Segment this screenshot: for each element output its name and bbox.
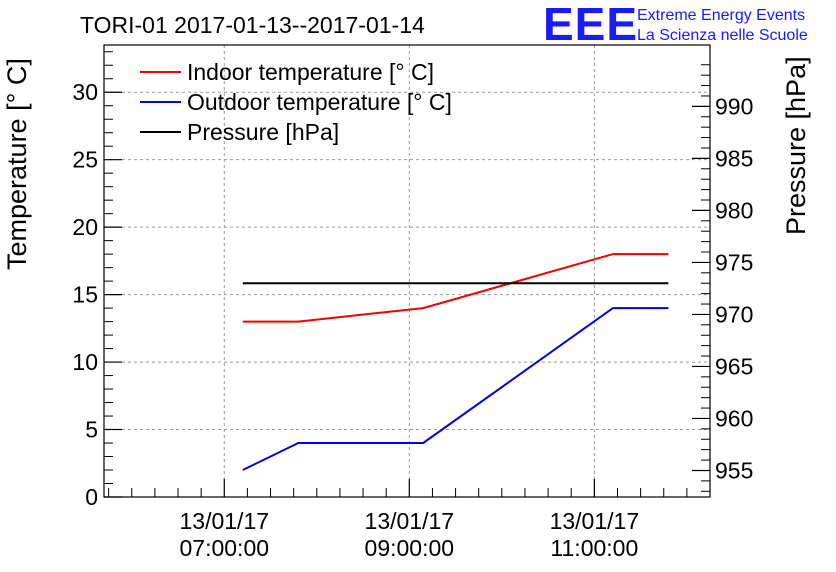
x-tick-label-time: 09:00:00 [365, 535, 455, 561]
y2-tick-label: 965 [715, 353, 753, 379]
y2-tick-label: 985 [715, 145, 753, 171]
eee-logo-line1: Extreme Energy Events [637, 7, 805, 24]
eee-logo: EEE Extreme Energy Events La Scienza nel… [543, 0, 808, 50]
y2-tick-label: 955 [715, 457, 753, 483]
y-tick-label: 30 [72, 79, 98, 105]
series-line-outdoor-temperature-c [242, 307, 669, 471]
axes: 0 5 10 15 20 25 30 955 960 965 970 975 980 985 990 13/0… [72, 51, 753, 561]
y2-tick-label: 960 [715, 405, 753, 431]
legend: Indoor temperature [° C] Outdoor temperat… [140, 59, 452, 145]
y-axis-title: Temperature [° C] [2, 58, 32, 270]
grid [104, 45, 710, 498]
x-tick-label-date: 13/01/17 [180, 508, 270, 534]
legend-label: Outdoor temperature [° C] [187, 89, 452, 115]
y2-tick-label: 990 [715, 93, 753, 119]
eee-logo-line2: La Scienza nelle Scuole [637, 27, 808, 44]
y2-axis-title: Pressure [hPa] [781, 56, 811, 235]
plot-frame [103, 44, 711, 498]
legend-label: Pressure [hPa] [187, 119, 339, 145]
y2-tick-label: 970 [715, 301, 753, 327]
series-line-indoor-temperature-c [242, 253, 669, 323]
y2-tick-label: 980 [715, 197, 753, 223]
eee-logo-mark: EEE [543, 0, 638, 50]
y-tick-label: 0 [85, 484, 98, 510]
x-tick-label-date: 13/01/17 [365, 508, 455, 534]
y-tick-label: 10 [72, 349, 98, 375]
legend-label: Indoor temperature [° C] [187, 59, 434, 85]
y2-tick-label: 975 [715, 249, 753, 275]
y-tick-label: 25 [72, 147, 98, 173]
chart-title: TORI-01 2017-01-13--2017-01-14 [80, 12, 425, 38]
series-lines [242, 253, 669, 471]
y-tick-label: 20 [72, 214, 98, 240]
y-tick-label: 5 [85, 417, 98, 443]
x-tick-label-date: 13/01/17 [550, 508, 640, 534]
y-tick-label: 15 [72, 282, 98, 308]
x-tick-label-time: 07:00:00 [180, 535, 270, 561]
x-tick-label-time: 11:00:00 [550, 535, 638, 561]
